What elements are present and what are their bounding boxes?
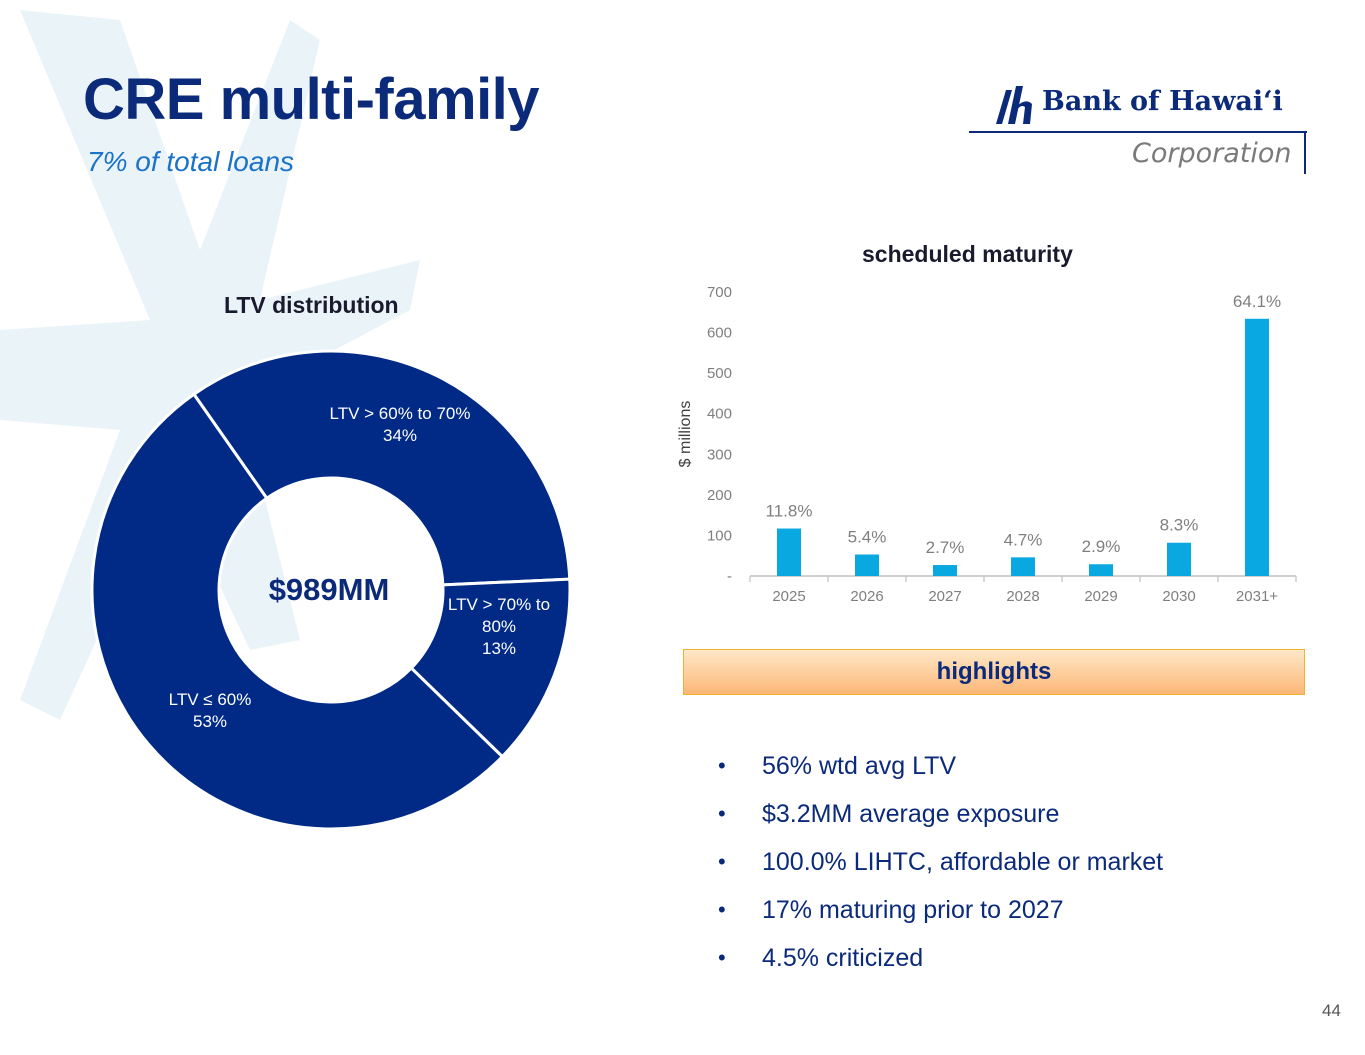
bar-data-label: 8.3% [1160,516,1199,535]
highlight-text: 4.5% criticized [762,943,924,972]
donut-chart-title: LTV distribution [224,292,399,318]
maturity-bar [1089,564,1113,576]
bullet-icon: • [718,897,726,922]
x-tick-label: 2028 [1006,588,1039,605]
y-tick-label: 300 [707,446,732,463]
page-subtitle: 7% of total loans [87,146,295,177]
logo-divider [969,131,1307,133]
x-tick-label: 2030 [1162,588,1195,605]
page-number: 44 [1322,1001,1341,1020]
y-tick-label: 600 [707,325,732,342]
x-tick-label: 2029 [1084,588,1117,605]
bank-logo-name: Bank of Hawaiʻi [1042,86,1283,117]
donut-slice-label: LTV > 60% to 70% 34% [330,404,471,445]
bar-data-label: 2.7% [926,538,965,557]
bullet-icon: • [718,801,726,826]
maturity-bar [855,554,879,576]
donut-slice-label: LTV > 70% to 80% 13% [448,595,550,658]
donut-slice [90,392,505,831]
donut-slice [191,349,572,587]
y-tick-label: - [727,568,732,585]
bar-data-label: 64.1% [1233,292,1281,311]
maturity-bar [1167,542,1191,576]
bar-chart-title: scheduled maturity [862,241,1073,267]
highlights-header: highlights [683,649,1305,695]
bullet-icon: • [718,753,726,778]
bar-data-label: 11.8% [766,502,813,521]
x-tick-label: 2027 [928,588,961,605]
y-tick-label: 200 [707,487,732,504]
donut-slice [409,577,572,759]
x-tick-label: 2031+ [1236,588,1278,605]
y-tick-label: 100 [707,527,732,544]
bank-logo: Bank of Hawaiʻi Corporation [966,80,1311,180]
bullet-icon: • [718,849,726,874]
page-title: CRE multi-family [83,67,540,132]
highlights-list: • 56% wtd avg LTV • $3.2MM average exposur… [718,742,1163,982]
highlight-text: $3.2MM average exposure [762,799,1060,828]
maturity-bar [933,565,957,576]
highlight-item: • 17% maturing prior to 2027 [718,886,1163,934]
highlight-item: • 100.0% LIHTC, affordable or market [718,838,1163,886]
bank-logo-suffix: Corporation [1132,138,1292,169]
y-tick-label: 400 [707,406,732,423]
highlight-item: • $3.2MM average exposure [718,790,1163,838]
y-axis-label: $ millions [677,401,694,468]
bullet-icon: • [718,945,726,970]
y-tick-label: 500 [707,365,732,382]
donut-slice-label: LTV ≤ 60% 53% [169,690,252,731]
donut-center-label: $989MM [269,572,390,607]
maturity-bar [1011,557,1035,576]
bar-data-label: 4.7% [1004,530,1043,549]
highlight-text: 17% maturing prior to 2027 [762,895,1064,924]
logo-vertical-divider [1304,131,1306,174]
highlight-item: • 4.5% criticized [718,934,1163,982]
maturity-bar-chart: - 100 200 300 400 500 600 700 $ millions 11.8% 202… [677,284,1297,605]
y-tick-label: 700 [707,284,732,301]
maturity-bar [777,528,801,576]
highlight-text: 100.0% LIHTC, affordable or market [762,847,1164,876]
bar-data-label: 2.9% [1082,537,1121,556]
bar-data-label: 5.4% [848,527,887,546]
highlight-text: 56% wtd avg LTV [762,751,957,780]
highlights-label: highlights [936,658,1052,685]
x-tick-label: 2026 [850,588,883,605]
highlight-item: • 56% wtd avg LTV [718,742,1163,790]
bank-logo-mark-icon [996,86,1032,124]
x-tick-label: 2025 [772,588,805,605]
maturity-bar [1245,318,1269,576]
